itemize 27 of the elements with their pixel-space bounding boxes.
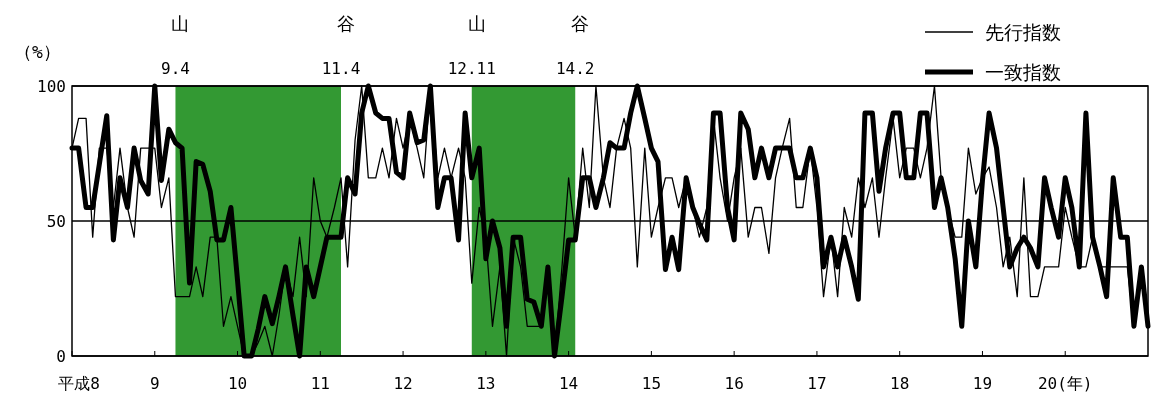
text: 山 [467, 13, 486, 34]
x-tick-label: 18 [890, 374, 910, 393]
x-tick-label: 9 [149, 374, 160, 393]
x-tick-label: 15 [641, 374, 662, 393]
legend-label: 先行指数 [985, 21, 1061, 43]
x-tick-label: 20(年) [1037, 374, 1093, 393]
text: 12.11 [447, 59, 496, 78]
x-tick-label: 19 [972, 374, 993, 393]
x-tick-label: 11 [310, 374, 330, 393]
x-tick-label: 16 [724, 374, 744, 393]
x-tick-label: 13 [476, 374, 496, 393]
legend-label: 一致指数 [985, 61, 1061, 83]
y-tick-label: 100 [37, 77, 66, 96]
text: 11.4 [321, 59, 361, 78]
y-tick-label: 0 [56, 347, 66, 366]
text: 9.4 [161, 59, 190, 78]
x-tick-label: 平成8 [58, 374, 100, 393]
text: 14.2 [555, 59, 595, 78]
text: 谷 [337, 13, 355, 34]
y-tick-label: 50 [46, 212, 66, 231]
text: 谷 [571, 13, 590, 34]
x-tick-label: 14 [558, 374, 579, 393]
y-axis-title: （%） [14, 41, 61, 62]
x-tick-label: 10 [227, 374, 248, 393]
text: 山 [171, 13, 190, 34]
x-tick-label: 12 [393, 374, 413, 393]
x-tick-label: 17 [807, 374, 827, 393]
